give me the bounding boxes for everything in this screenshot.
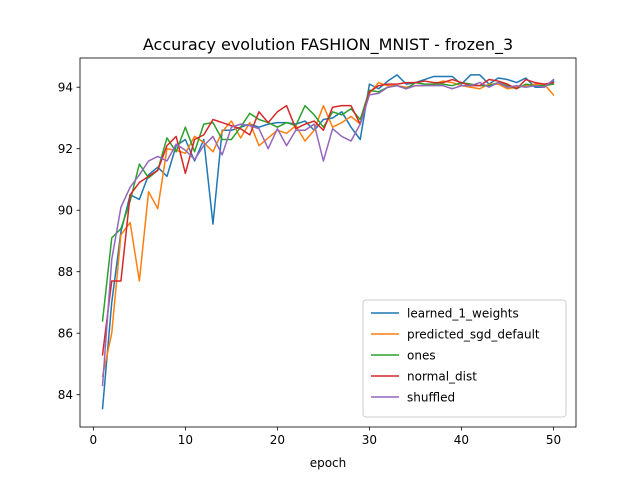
x-tick-label: 0 [90, 433, 98, 447]
legend-frame [362, 299, 567, 418]
x-axis-label: epoch [310, 456, 347, 470]
y-tick-label: 88 [58, 265, 73, 279]
legend-label: normal_dist [407, 370, 477, 384]
x-tick-label: 40 [454, 433, 469, 447]
x-tick-label: 30 [362, 433, 377, 447]
legend-label: ones [407, 349, 436, 363]
series-line-normal-dist [101, 78, 555, 356]
x-axis: 0 10 20 30 40 50 [90, 427, 561, 447]
y-tick-label: 84 [58, 388, 73, 402]
y-axis: 84 86 88 90 92 94 [58, 81, 80, 402]
series-line-predicted-sgd-default [101, 80, 555, 378]
legend-label: learned_1_weights [407, 307, 519, 321]
legend-label: predicted_sgd_default [407, 328, 540, 342]
axes-frame [79, 57, 577, 428]
plot-area [101, 74, 555, 410]
x-tick-label: 20 [270, 433, 285, 447]
y-tick-label: 90 [58, 204, 73, 218]
chart-title: Accuracy evolution FASHION_MNIST - froze… [143, 35, 513, 55]
x-tick-label: 50 [546, 433, 561, 447]
y-tick-label: 86 [58, 327, 73, 341]
legend: learned_1_weights predicted_sgd_defaulton… [362, 299, 567, 418]
y-tick-label: 92 [58, 142, 73, 156]
y-tick-label: 94 [58, 81, 73, 95]
x-tick-label: 10 [178, 433, 193, 447]
legend-label: shuffled [407, 391, 455, 405]
series-line-shuffled [101, 78, 555, 387]
